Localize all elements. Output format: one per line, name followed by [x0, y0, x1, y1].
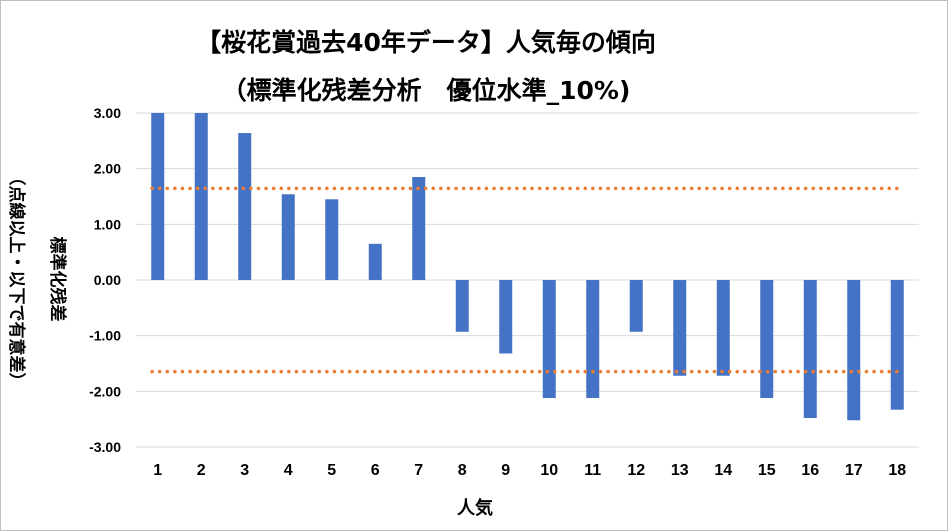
bar-1	[151, 113, 165, 280]
bar-15	[760, 280, 774, 399]
x-tick-labels: 1 2 3 4 5 6 7 8 9 10 11 12 13 14 15 16 17 18	[153, 462, 906, 479]
chart-title: 【桜花賞過去40年データ】人気毎の傾向	[196, 28, 656, 57]
x-tick-label: 8	[458, 462, 467, 479]
y-tick-labels: 3.00 2.00 1.00 0.00 -1.00 -2.00 -3.00	[89, 105, 121, 455]
y-tick-label: -2.00	[89, 383, 121, 399]
x-tick-label: 6	[371, 462, 380, 479]
chart-subtitle: （標準化残差分析 優位水準_10%)	[221, 76, 631, 105]
y-tick-label: 2.00	[94, 161, 121, 177]
bar-9	[499, 280, 513, 354]
bar-8	[455, 280, 469, 332]
bar-14	[716, 280, 730, 376]
y-axis-label: 標準化残差	[48, 237, 68, 322]
x-tick-label: 2	[197, 462, 206, 479]
y-tick-label: -3.00	[89, 439, 121, 455]
x-tick-label: 4	[284, 462, 293, 479]
x-tick-label: 11	[584, 462, 601, 479]
bar-5	[325, 199, 339, 280]
x-tick-label: 10	[540, 462, 558, 479]
bar-6	[368, 243, 382, 280]
gridlines	[136, 112, 919, 448]
x-tick-label: 17	[845, 462, 863, 479]
bar-12	[629, 280, 643, 332]
x-tick-label: 13	[671, 462, 689, 479]
x-tick-label: 7	[414, 462, 423, 479]
x-tick-label: 14	[714, 462, 732, 479]
bar-2	[194, 113, 208, 280]
x-tick-label: 9	[501, 462, 510, 479]
y-tick-label: -1.00	[89, 328, 121, 344]
bars	[151, 113, 904, 421]
x-tick-label: 3	[240, 462, 249, 479]
y-tick-label: 3.00	[94, 105, 121, 121]
x-tick-label: 5	[327, 462, 336, 479]
x-tick-label: 18	[888, 462, 906, 479]
x-tick-label: 16	[801, 462, 819, 479]
bar-4	[281, 194, 295, 280]
bar-11	[586, 280, 600, 399]
bar-13	[673, 280, 687, 376]
x-axis-label: 人気	[457, 497, 493, 518]
bar-10	[542, 280, 556, 399]
bar-18	[890, 280, 904, 410]
x-tick-label: 12	[627, 462, 645, 479]
bar-7	[412, 177, 426, 280]
x-tick-label: 15	[758, 462, 776, 479]
bar-3	[238, 133, 252, 280]
bar-16	[803, 280, 817, 419]
y-tick-label: 1.00	[94, 216, 121, 232]
bar-17	[847, 280, 861, 421]
y-tick-label: 0.00	[94, 272, 121, 288]
x-tick-label: 1	[153, 462, 162, 479]
y-axis-sublabel: （点線以上・以下で有意差）	[7, 169, 27, 390]
